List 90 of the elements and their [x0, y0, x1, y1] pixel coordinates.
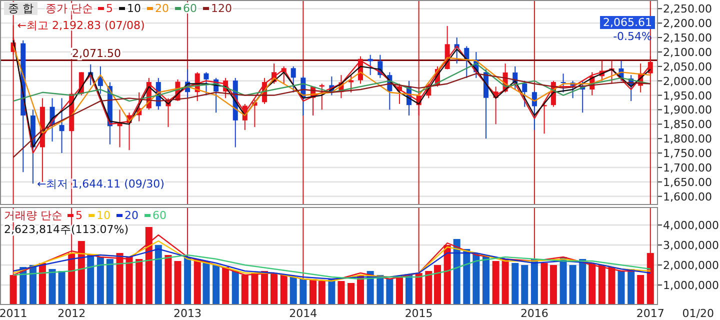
- bar: [405, 275, 412, 305]
- annotation: 2,065.61: [603, 16, 652, 29]
- bar: [184, 257, 192, 305]
- bar: [482, 255, 490, 305]
- x-tick-label: 2014: [289, 307, 318, 320]
- bar: [174, 261, 182, 305]
- y-tick-label: 1,900.00: [663, 104, 712, 117]
- x-tick-label: 2015: [404, 307, 433, 320]
- legend-label: 60: [152, 209, 166, 222]
- bar: [521, 265, 528, 305]
- legend-label: 10: [96, 209, 110, 222]
- y-tick-label: 1,800.00: [663, 132, 712, 146]
- bar: [164, 255, 172, 305]
- y-tick-label: 1,600.00: [663, 190, 712, 204]
- legend-label: 5: [106, 2, 113, 15]
- bar: [136, 259, 143, 305]
- x-tick-label: 2013: [174, 307, 202, 320]
- y-tick-label: 1,000,000: [663, 279, 719, 292]
- legend-title: 종가 단순: [46, 2, 93, 15]
- bar: [550, 265, 557, 305]
- y-tick-label: 2,000,000: [663, 259, 719, 272]
- bar: [212, 265, 220, 305]
- legend-label: 20: [124, 209, 138, 222]
- bar: [87, 255, 94, 305]
- bar: [530, 259, 538, 305]
- bar: [318, 281, 326, 305]
- line-series: [12, 73, 651, 158]
- line-series: [12, 254, 651, 280]
- y-tick-label: 2,150.00: [663, 32, 712, 45]
- text: 01/20: [682, 307, 714, 320]
- bar: [106, 259, 114, 305]
- ref-line-label: 2,071.50: [72, 47, 121, 60]
- y-tick-label: 3,000,000: [663, 239, 719, 252]
- bar: [512, 263, 519, 305]
- bar: [202, 261, 210, 305]
- candlestick: [59, 98, 64, 154]
- y-tick-label: 1,750.00: [663, 147, 712, 160]
- x-tick-label: 2016: [520, 307, 548, 320]
- y-tick-label: 1,700.00: [663, 161, 712, 174]
- bar: [348, 283, 355, 305]
- legend-label: 10: [127, 2, 141, 15]
- candlestick: [204, 72, 209, 96]
- bar: [280, 275, 288, 305]
- bar: [290, 277, 297, 305]
- candlestick: [560, 73, 566, 93]
- legend-label: 5: [76, 209, 82, 222]
- bar: [579, 259, 586, 305]
- bar: [48, 269, 56, 305]
- bar: [646, 253, 654, 305]
- bar: [58, 271, 66, 305]
- y-tick-label: 2,050.00: [663, 60, 712, 74]
- bar: [463, 249, 470, 305]
- bar: [569, 265, 576, 305]
- bar: [618, 271, 625, 305]
- candlestick: [290, 66, 296, 93]
- y-tick-label: 2,200.00: [663, 17, 712, 30]
- bar: [453, 239, 460, 305]
- x-tick-label: 2011: [0, 307, 28, 320]
- bar: [386, 279, 394, 305]
- bar: [492, 261, 500, 305]
- bar: [637, 275, 644, 305]
- line-series: [12, 248, 651, 280]
- bar: [338, 281, 345, 305]
- y-tick-label: 1,650.00: [663, 176, 712, 189]
- bar: [434, 265, 442, 305]
- y-tick-label: 2,000.00: [663, 74, 712, 88]
- candlestick: [532, 90, 537, 130]
- bar: [628, 269, 635, 305]
- y-tick-label: 1,850.00: [663, 118, 712, 132]
- x-tick-label: 2017: [636, 307, 664, 320]
- y-tick-label: 4,000,000: [663, 219, 719, 232]
- chart-title: 종 합: [8, 2, 34, 15]
- bar: [310, 279, 316, 305]
- legend-label: 120: [211, 2, 232, 15]
- bar: [96, 257, 104, 305]
- annotation: ←최저 1,644.11 (09/30): [36, 178, 164, 191]
- bar: [154, 245, 162, 305]
- candlestick: [348, 74, 354, 93]
- y-tick-label: 1,950.00: [663, 89, 712, 102]
- bar: [540, 263, 548, 305]
- bar: [425, 271, 432, 305]
- candlestick: [319, 83, 324, 110]
- legend-label: 20: [155, 2, 169, 15]
- bar: [232, 271, 239, 305]
- bar: [472, 253, 480, 305]
- bar: [300, 279, 307, 305]
- x-tick-label: 2012: [58, 307, 86, 320]
- y-tick-label: 2,100.00: [663, 46, 712, 59]
- y-tick-label: 2,250.00: [663, 2, 712, 16]
- bar: [560, 257, 567, 305]
